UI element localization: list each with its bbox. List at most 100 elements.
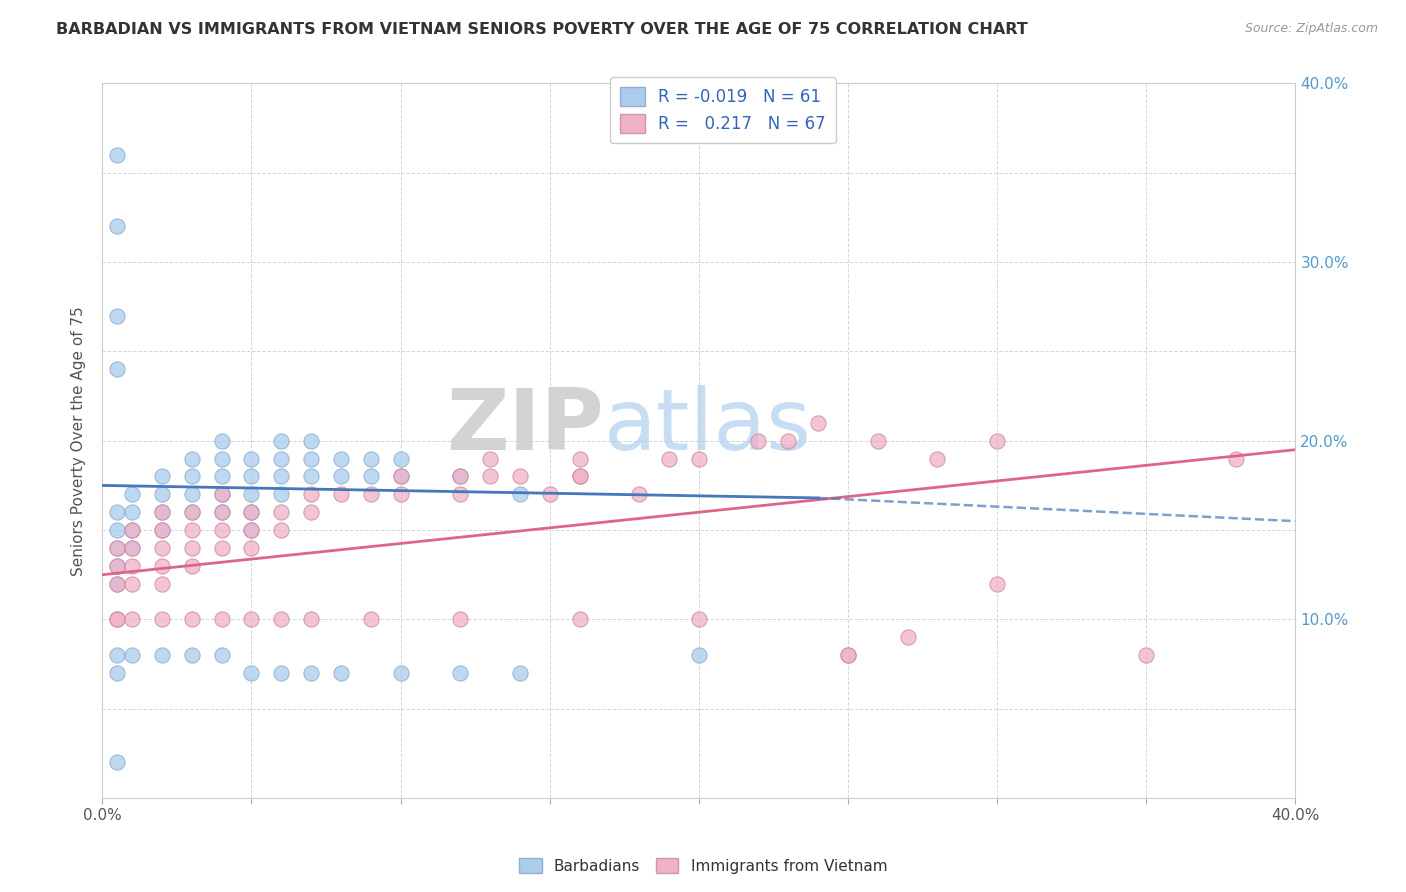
Point — [778, 434, 800, 448]
Point — [105, 541, 128, 555]
Point — [509, 665, 531, 680]
Point — [747, 434, 769, 448]
Text: BARBADIAN VS IMMIGRANTS FROM VIETNAM SENIORS POVERTY OVER THE AGE OF 75 CORRELAT: BARBADIAN VS IMMIGRANTS FROM VIETNAM SEN… — [56, 22, 1028, 37]
Point — [211, 487, 233, 501]
Legend: Barbadians, Immigrants from Vietnam: Barbadians, Immigrants from Vietnam — [513, 852, 893, 880]
Point — [150, 469, 173, 483]
Point — [240, 505, 263, 519]
Point — [105, 523, 128, 537]
Point — [360, 487, 382, 501]
Point — [270, 612, 292, 626]
Point — [121, 541, 143, 555]
Point — [180, 469, 202, 483]
Point — [509, 487, 531, 501]
Text: ZIP: ZIP — [446, 385, 603, 468]
Point — [270, 505, 292, 519]
Point — [360, 469, 382, 483]
Point — [150, 648, 173, 662]
Point — [105, 558, 128, 573]
Point — [150, 505, 173, 519]
Point — [240, 612, 263, 626]
Point — [211, 434, 233, 448]
Point — [389, 451, 412, 466]
Point — [389, 665, 412, 680]
Point — [180, 487, 202, 501]
Point — [658, 451, 681, 466]
Point — [270, 665, 292, 680]
Point — [240, 487, 263, 501]
Point — [240, 505, 263, 519]
Text: atlas: atlas — [603, 385, 811, 468]
Point — [121, 576, 143, 591]
Point — [837, 648, 859, 662]
Legend: R = -0.019   N = 61, R =   0.217   N = 67: R = -0.019 N = 61, R = 0.217 N = 67 — [610, 78, 835, 143]
Point — [299, 505, 322, 519]
Point — [150, 523, 173, 537]
Point — [449, 469, 471, 483]
Point — [240, 523, 263, 537]
Point — [211, 523, 233, 537]
Point — [538, 487, 561, 501]
Point — [449, 487, 471, 501]
Point — [150, 505, 173, 519]
Point — [105, 648, 128, 662]
Point — [270, 434, 292, 448]
Point — [329, 487, 352, 501]
Point — [105, 612, 128, 626]
Point — [105, 665, 128, 680]
Point — [180, 558, 202, 573]
Point — [568, 612, 591, 626]
Point — [568, 451, 591, 466]
Point — [299, 469, 322, 483]
Point — [240, 469, 263, 483]
Point — [240, 541, 263, 555]
Point — [688, 612, 710, 626]
Point — [568, 469, 591, 483]
Point — [211, 612, 233, 626]
Point — [986, 434, 1008, 448]
Point — [121, 541, 143, 555]
Y-axis label: Seniors Poverty Over the Age of 75: Seniors Poverty Over the Age of 75 — [72, 306, 86, 575]
Point — [211, 541, 233, 555]
Point — [211, 648, 233, 662]
Point — [180, 612, 202, 626]
Point — [150, 558, 173, 573]
Point — [180, 505, 202, 519]
Point — [1225, 451, 1247, 466]
Point — [105, 576, 128, 591]
Point — [121, 612, 143, 626]
Point — [897, 630, 920, 644]
Point — [150, 487, 173, 501]
Point — [150, 523, 173, 537]
Point — [150, 576, 173, 591]
Point — [449, 665, 471, 680]
Point — [211, 505, 233, 519]
Point — [105, 756, 128, 770]
Point — [240, 451, 263, 466]
Point — [270, 451, 292, 466]
Point — [329, 665, 352, 680]
Point — [270, 523, 292, 537]
Point — [479, 469, 502, 483]
Point — [360, 451, 382, 466]
Point — [121, 523, 143, 537]
Point — [389, 469, 412, 483]
Point — [105, 541, 128, 555]
Point — [449, 469, 471, 483]
Point — [105, 576, 128, 591]
Point — [105, 219, 128, 234]
Point — [121, 505, 143, 519]
Point — [121, 487, 143, 501]
Point — [688, 451, 710, 466]
Point — [105, 309, 128, 323]
Point — [105, 612, 128, 626]
Point — [688, 648, 710, 662]
Text: Source: ZipAtlas.com: Source: ZipAtlas.com — [1244, 22, 1378, 36]
Point — [927, 451, 949, 466]
Point — [270, 487, 292, 501]
Point — [105, 148, 128, 162]
Point — [449, 612, 471, 626]
Point — [389, 487, 412, 501]
Point — [299, 434, 322, 448]
Point — [986, 576, 1008, 591]
